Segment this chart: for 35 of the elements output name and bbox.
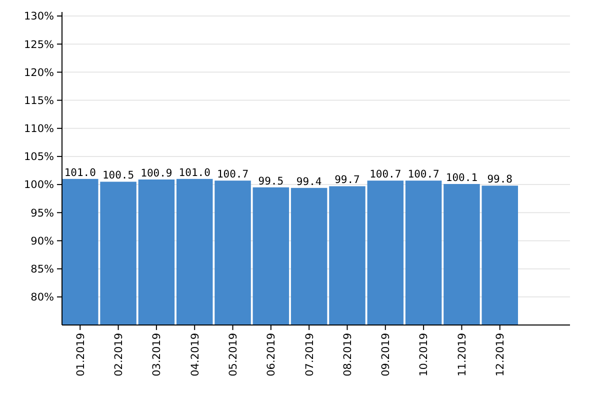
y-tick-label: 95%	[30, 207, 54, 220]
data-label: 100.9	[140, 167, 172, 180]
x-tick-label: 03.2019	[151, 333, 164, 376]
data-label: 99.4	[296, 176, 322, 188]
y-tick-label: 130%	[24, 10, 54, 23]
x-tick-label: 10.2019	[418, 333, 430, 376]
x-tick-label: 01.2019	[74, 333, 87, 376]
data-label: 99.8	[487, 174, 513, 186]
data-label: 99.5	[258, 175, 284, 188]
y-tick-label: 115%	[24, 94, 54, 107]
x-tick-label: 08.2019	[342, 333, 354, 376]
y-tick-label: 125%	[24, 38, 54, 51]
y-tick-label: 80%	[30, 292, 54, 304]
y-tick-label: 110%	[24, 123, 54, 136]
data-label: 100.7	[216, 168, 249, 181]
y-tick-label: 120%	[24, 66, 54, 79]
x-tick-label: 05.2019	[227, 333, 240, 376]
data-label: 101.0	[178, 166, 210, 179]
y-tick-label: 90%	[30, 235, 54, 248]
x-tick-label: 02.2019	[112, 333, 125, 376]
data-label: 99.7	[334, 174, 360, 186]
y-tick-label: 105%	[24, 151, 54, 164]
x-tick-label: 06.2019	[266, 333, 278, 376]
data-label: 100.5	[102, 170, 134, 182]
x-tick-label: 07.2019	[304, 333, 316, 376]
y-tick-label: 85%	[30, 263, 54, 276]
x-tick-label: 12.2019	[494, 333, 507, 376]
x-tick-label: 04.2019	[189, 333, 202, 376]
x-tick-label: 09.2019	[380, 333, 392, 376]
data-label: 100.1	[446, 172, 478, 184]
data-label: 101.0	[64, 166, 96, 179]
y-tick-label: 100%	[24, 179, 54, 192]
data-label: 100.7	[408, 168, 440, 181]
data-label: 100.7	[370, 168, 402, 181]
x-tick-label: 11.2019	[456, 333, 468, 376]
